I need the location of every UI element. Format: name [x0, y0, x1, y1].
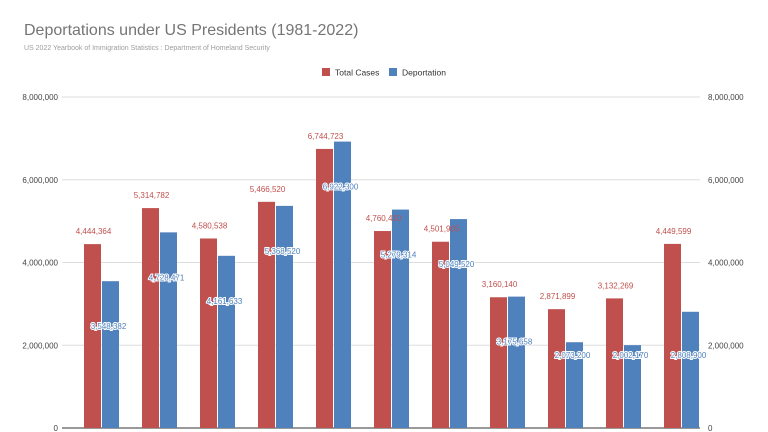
bar-deportation: [624, 345, 641, 428]
data-label: 5,466,520: [250, 185, 286, 194]
bar-total-cases: [258, 201, 275, 428]
bar-deportation: [566, 342, 583, 428]
y-tick-label-right: 6,000,000: [708, 176, 744, 185]
bar-total-cases: [316, 148, 333, 429]
data-label: 6,744,723: [308, 132, 344, 141]
y-tick-label-left: 8,000,000: [22, 93, 58, 102]
legend-swatch: [389, 68, 397, 76]
bar-deportation: [450, 219, 467, 428]
data-label: 4,444,364: [76, 227, 112, 236]
data-label: 4,161,633: [207, 297, 243, 306]
bar-deportation: [508, 296, 525, 428]
legend-swatch: [322, 68, 330, 76]
chart-subtitle: US 2022 Yearbook of Immigration Statisti…: [24, 45, 270, 52]
data-label: 2,808,900: [671, 351, 707, 360]
bar-total-cases: [490, 297, 507, 428]
bar-deportation: [218, 255, 235, 428]
bar-deportation: [102, 281, 119, 428]
bar-deportation: [334, 141, 351, 428]
bar-total-cases: [664, 243, 681, 428]
data-label: 4,501,905: [424, 225, 460, 234]
data-label: 3,175,658: [497, 338, 533, 347]
bar-deportation: [682, 311, 699, 428]
bar-total-cases: [432, 241, 449, 428]
bar-total-cases: [142, 208, 159, 428]
data-label: 4,449,599: [656, 227, 692, 236]
y-tick-label-left: 0: [54, 424, 59, 432]
y-tick-label-right: 0: [708, 424, 713, 432]
y-tick-label-right: 8,000,000: [708, 93, 744, 102]
y-tick-label-left: 6,000,000: [22, 176, 58, 185]
data-label: 5,279,314: [381, 251, 417, 260]
data-label: 2,871,899: [540, 292, 576, 301]
bar-total-cases: [200, 238, 217, 428]
y-tick-label-right: 2,000,000: [708, 341, 744, 350]
chart-title: Deportations under US Presidents (1981-2…: [24, 22, 359, 39]
y-tick-label-left: 4,000,000: [22, 259, 58, 268]
legend-label: Total Cases: [335, 68, 379, 78]
y-tick-label-left: 2,000,000: [22, 341, 58, 350]
bar-deportation: [276, 205, 293, 428]
data-label: 2,073,200: [555, 351, 591, 360]
y-tick-label-right: 4,000,000: [708, 259, 744, 268]
data-label: 6,922,300: [323, 183, 359, 192]
data-label: 3,160,140: [482, 280, 518, 289]
bar-total-cases: [606, 298, 623, 428]
bar-total-cases: [374, 231, 391, 428]
data-label: 3,132,269: [598, 281, 634, 290]
bar-deportation: [392, 209, 409, 428]
data-label: 2,002,170: [613, 351, 649, 360]
bar-deportation: [160, 232, 177, 428]
bar-total-cases: [548, 309, 565, 428]
data-label: 5,368,520: [265, 247, 301, 256]
data-label: 5,314,782: [134, 191, 170, 200]
data-label: 3,548,382: [91, 322, 127, 331]
legend-label: Deportation: [402, 68, 446, 78]
data-label: 4,580,538: [192, 221, 228, 230]
data-label: 4,760,410: [366, 214, 402, 223]
data-label: 5,049,520: [439, 260, 475, 269]
data-label: 4,728,471: [149, 273, 185, 282]
bar-total-cases: [84, 244, 101, 428]
